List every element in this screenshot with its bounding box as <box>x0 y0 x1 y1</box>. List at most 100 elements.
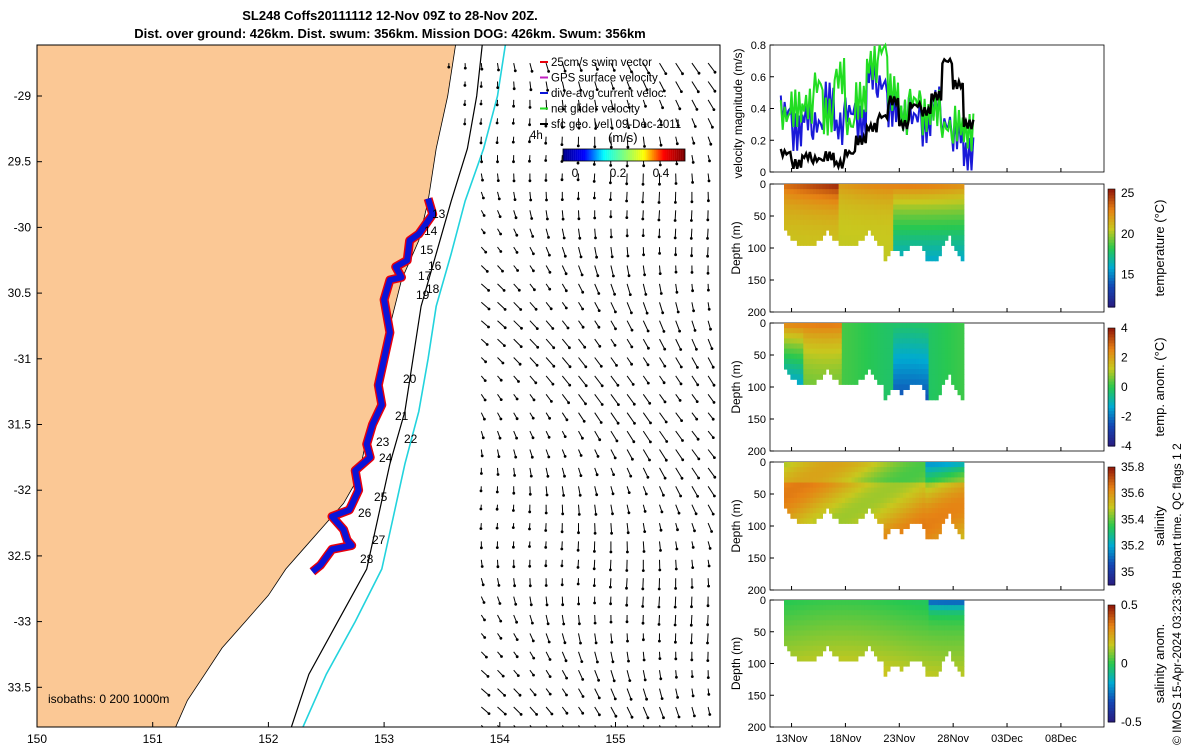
heatmap-cell <box>906 477 910 483</box>
heatmap-cell <box>919 472 923 478</box>
heatmap-cell <box>960 635 965 642</box>
current-vector-head <box>498 436 502 440</box>
colorbar-tick-label: 35.2 <box>1121 539 1145 553</box>
heatmap-cell <box>874 369 878 375</box>
heatmap-cell <box>845 230 849 236</box>
heatmap-cell <box>928 184 933 190</box>
current-vector-head <box>617 403 620 406</box>
heatmap-cell <box>870 369 875 375</box>
heatmap-cell <box>838 477 843 483</box>
current-vector <box>594 412 602 423</box>
colorbar-bin <box>1108 704 1115 708</box>
heatmap-cell <box>941 640 946 647</box>
current-vector-head <box>545 198 548 202</box>
current-vector-head <box>657 623 661 626</box>
heatmap-cell <box>825 364 830 370</box>
heatmap-cell <box>864 605 868 611</box>
heatmap-cell <box>796 620 801 626</box>
current-vector-head <box>581 325 585 329</box>
heatmap-cell <box>951 497 955 504</box>
heatmap-cell <box>909 605 913 611</box>
heatmap-cell <box>809 508 814 514</box>
longitude-tick-label: 151 <box>143 732 163 746</box>
colorbar-bin <box>1108 684 1115 688</box>
current-vector-head <box>501 674 505 678</box>
heatmap-cell <box>877 625 881 631</box>
heatmap-cell <box>851 379 856 385</box>
heatmap-cell <box>806 323 811 329</box>
heatmap-cell <box>909 497 913 504</box>
heatmap-cell <box>864 462 868 468</box>
heatmap-cell <box>851 189 856 195</box>
current-vector-head <box>625 603 629 607</box>
heatmap-cell <box>912 240 917 246</box>
heatmap-cell <box>832 462 836 468</box>
heatmap-cell <box>919 358 923 365</box>
current-vector-head <box>706 604 710 608</box>
heatmap-cell <box>880 374 885 380</box>
heatmap-cell <box>886 610 891 616</box>
heatmap-cell <box>845 487 849 494</box>
heatmap-cell <box>915 655 920 662</box>
heatmap-cell <box>909 214 913 221</box>
heatmap-cell <box>812 333 817 339</box>
heatmap-cell <box>812 645 817 652</box>
heatmap-cell <box>893 323 897 329</box>
heatmap-cell <box>944 209 949 216</box>
heatmap-cell <box>928 513 933 519</box>
heatmap-cell <box>947 462 952 468</box>
heatmap-cell <box>925 492 930 499</box>
heatmap-cell <box>829 364 833 370</box>
current-vector-head <box>592 180 596 183</box>
current-vector <box>659 357 666 367</box>
heatmap-cell <box>886 462 891 468</box>
heatmap-cell <box>899 523 904 529</box>
heatmap-cell <box>803 508 807 514</box>
longitude-tick-label: 152 <box>258 732 278 746</box>
heatmap-cell <box>874 333 878 339</box>
heatmap-cell <box>816 199 820 205</box>
heatmap-cell <box>925 497 930 504</box>
heatmap-cell <box>957 184 962 190</box>
heatmap-cell <box>796 353 801 360</box>
heatmap-cell <box>925 189 930 195</box>
heatmap-cell <box>864 472 868 478</box>
heatmap-cell <box>899 645 904 652</box>
heatmap-cell <box>857 497 862 504</box>
colorbar-bin <box>1108 716 1115 720</box>
current-vector-head <box>515 251 519 254</box>
colorbar-bin <box>1108 245 1115 249</box>
heatmap-cell <box>935 204 939 211</box>
heatmap-cell <box>935 615 939 621</box>
current-vector-head <box>662 716 665 720</box>
current-vector-head <box>611 512 614 516</box>
heatmap-cell <box>857 189 862 195</box>
heatmap-cell <box>893 338 897 344</box>
heatmap-cell <box>812 240 817 246</box>
heatmap-cell <box>796 348 801 355</box>
current-vector-head <box>693 125 697 128</box>
heatmap-cell <box>806 492 811 499</box>
current-vector <box>642 523 646 532</box>
speed-colorbar-bin <box>646 149 649 161</box>
heatmap-cell <box>867 333 872 339</box>
heatmap-cell <box>877 333 881 339</box>
current-vector-head <box>576 548 580 552</box>
heatmap-cell <box>922 467 926 473</box>
current-vector-head <box>546 474 550 478</box>
heatmap-cell <box>925 204 930 211</box>
heatmap-cell <box>922 209 926 216</box>
heatmap-cell <box>880 625 885 631</box>
current-vector-head <box>658 272 662 275</box>
heatmap-cell <box>941 184 946 190</box>
heatmap-cell <box>899 235 904 241</box>
current-vector-head <box>662 381 666 385</box>
speed-colorbar-bin <box>571 149 574 161</box>
heatmap-cell <box>861 492 865 499</box>
speed-colorbar-bin <box>674 149 677 161</box>
time-tick-label: 03Dec <box>991 733 1023 745</box>
current-vector <box>626 467 632 477</box>
heatmap-cell <box>902 487 907 494</box>
heatmap-cell <box>906 204 910 211</box>
